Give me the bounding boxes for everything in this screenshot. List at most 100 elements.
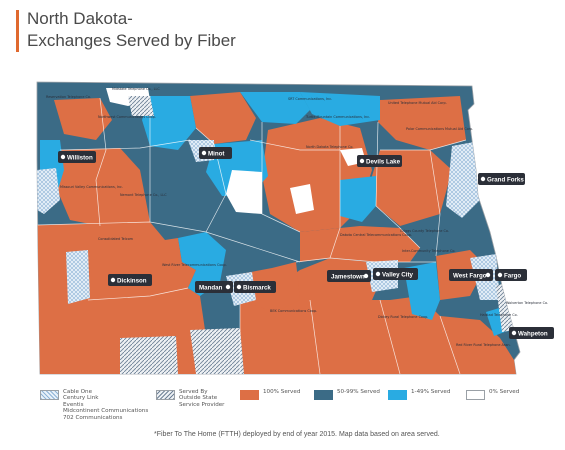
legend-swatch: [388, 390, 407, 400]
provider-label: Wolverton Telephone Co.: [506, 301, 548, 305]
city-marker-williston[interactable]: Williston: [58, 151, 96, 163]
legend-item-outside-provider: Served By Outside State Service Provider: [156, 389, 224, 408]
city-marker-wahpeton[interactable]: Wahpeton: [509, 327, 554, 339]
provider-label: Inter-Community Telephone Co.: [402, 249, 455, 253]
provider-label: SRT Communications, Inc.: [288, 97, 332, 101]
region-outside-provider-sw: [120, 336, 178, 374]
provider-label: Turtle Mountain Communications, Inc.: [305, 115, 370, 119]
map-pin-icon: [480, 176, 486, 182]
title-accent-bar: [16, 10, 19, 52]
legend-swatch: [156, 390, 175, 400]
legend-swatch: [314, 390, 333, 400]
legend-item-0: 0% Served: [466, 389, 519, 400]
map-pin-icon: [110, 277, 116, 283]
provider-label: Nemont Telephone Co., LLC: [120, 193, 167, 197]
region-1-49-north-a: [142, 96, 196, 150]
map-title-line1: North Dakota-: [27, 9, 133, 28]
provider-label: North Dakota Telephone Co.: [306, 145, 353, 149]
city-marker-jamestown[interactable]: Jamestown: [327, 270, 371, 282]
map-pin-icon: [201, 150, 207, 156]
city-label: West Fargo: [453, 273, 487, 280]
legend-item-50-99: 50-99% Served: [314, 389, 380, 400]
map-pin-icon: [375, 271, 381, 277]
city-markers: Williston Minot Devils Lake Grand Forks …: [58, 147, 554, 339]
map-title-line2: Exchanges Served by Fiber: [27, 31, 236, 50]
city-label: Minot: [208, 151, 225, 158]
region-0-center-north: [226, 170, 262, 214]
map-pin-icon: [497, 272, 503, 278]
city-label: Wahpeton: [518, 331, 548, 338]
city-label: Jamestown: [331, 274, 365, 281]
city-marker-minot[interactable]: Minot: [199, 147, 232, 159]
footnote: *Fiber To The Home (FTTH) deployed by en…: [154, 431, 440, 438]
city-label: Bismarck: [243, 285, 271, 292]
legend-label: 0% Served: [489, 389, 520, 395]
provider-label: Red River Rural Telephone Assn.: [456, 343, 511, 347]
legend-item-100: 100% Served: [240, 389, 300, 400]
region-1-49-west-river: [178, 232, 226, 296]
map-pin-icon: [236, 284, 242, 290]
provider-label: Dakota Central Telecommunications Coop.: [340, 233, 412, 237]
region-100-north-central: [190, 92, 256, 144]
region-0-central: [290, 184, 314, 214]
provider-label: Missouri Valley Communications, Inc.: [60, 185, 123, 189]
city-label: Grand Forks: [487, 177, 524, 184]
region-1-49-north-east: [300, 92, 380, 126]
exchange-borders: [37, 96, 467, 374]
region-cable-grand-forks: [446, 142, 480, 218]
provider-label: Dickey Rural Telephone Coop.: [378, 315, 428, 319]
legend-item-1-49: 1-49% Served: [388, 389, 450, 400]
provider-labels: Reservation Telephone Co. Midstate Telep…: [46, 87, 548, 347]
region-outside-provider-north: [128, 96, 154, 116]
map-legend: Cable One Century Link Eventis Midcontin…: [0, 389, 565, 429]
provider-label: West River Telecommunications Coop.: [162, 263, 227, 267]
region-100-east-central: [372, 150, 452, 226]
city-label: Devils Lake: [366, 159, 401, 166]
map-pin-icon: [363, 273, 369, 279]
provider-label: United Telephone Mutual Aid Corp.: [388, 101, 447, 105]
provider-label: Halstad Telephone Co.: [480, 313, 518, 317]
map-title: North Dakota- Exchanges Served by Fiber: [27, 8, 236, 52]
map-pin-icon: [511, 330, 517, 336]
city-marker-bismarck[interactable]: Bismarck: [234, 281, 276, 293]
city-label: Williston: [67, 155, 93, 162]
region-100-nw: [54, 98, 112, 140]
region-100-central-west: [58, 148, 150, 226]
legend-label: 1-49% Served: [411, 389, 451, 395]
legend-swatch: [40, 390, 59, 400]
city-marker-mandan[interactable]: Mandan: [195, 281, 233, 293]
region-100-north-east: [378, 96, 466, 150]
legend-label: 50-99% Served: [337, 389, 380, 395]
city-marker-fargo[interactable]: Fargo: [495, 269, 527, 281]
map-pin-icon: [485, 272, 491, 278]
city-marker-west-fargo[interactable]: West Fargo: [449, 269, 493, 281]
region-1-49-north-b: [240, 92, 310, 124]
legend-label: 100% Served: [263, 389, 301, 395]
legend-label: Served By Outside State Service Provider: [179, 389, 225, 408]
map-pin-icon: [225, 284, 231, 290]
legend-item-cable: Cable One Century Link Eventis Midcontin…: [40, 389, 148, 421]
legend-label: Cable One Century Link Eventis Midcontin…: [63, 389, 149, 421]
provider-label: Northwest Communications Coop.: [98, 115, 156, 119]
city-marker-devils-lake[interactable]: Devils Lake: [357, 155, 402, 167]
city-marker-valley-city[interactable]: Valley City: [373, 268, 418, 280]
legend-swatch: [466, 390, 485, 400]
map-pin-icon: [359, 158, 365, 164]
region-100-dakota-central: [300, 226, 420, 262]
provider-label: Midstate Telephone Co., LLC: [112, 87, 160, 91]
city-marker-grand-forks[interactable]: Grand Forks: [478, 173, 525, 185]
region-100-south-central: [240, 258, 516, 374]
city-label: Valley City: [382, 272, 414, 279]
region-outside-provider-south: [190, 328, 244, 374]
city-label: Mandan: [199, 285, 223, 292]
provider-label: Consolidated Telcom: [98, 237, 134, 241]
provider-label: Griggs County Telephone Co.: [400, 229, 449, 233]
provider-label: BEK Communications Coop.: [270, 309, 317, 313]
city-marker-dickinson[interactable]: Dickinson: [108, 274, 152, 286]
map-pin-icon: [60, 154, 66, 160]
provider-label: Reservation Telephone Co.: [46, 95, 91, 99]
region-cable-williston: [37, 168, 60, 214]
city-label: Dickinson: [117, 278, 147, 285]
legend-swatch: [240, 390, 259, 400]
